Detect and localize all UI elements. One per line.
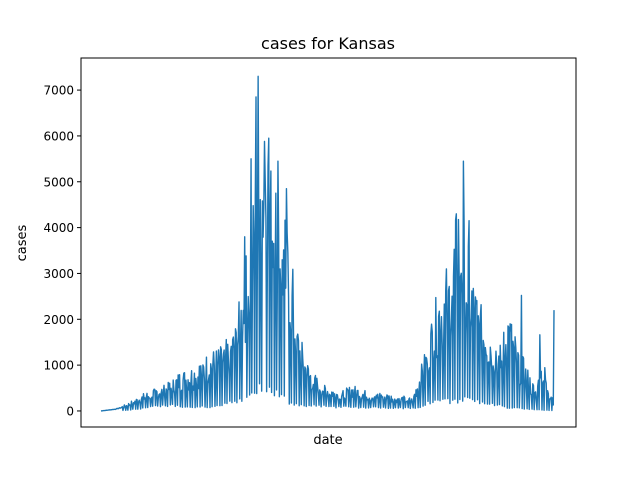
plot-area (100, 75, 555, 412)
y-axis-ticks: 0 1000 2000 3000 4000 5000 6000 7000 (43, 84, 81, 418)
y-tick-label: 3000 (43, 267, 74, 281)
x-axis-label: date (313, 433, 342, 448)
series-line-cases (100, 75, 555, 412)
y-axis-label: cases (15, 224, 30, 261)
y-tick-label: 6000 (43, 129, 74, 143)
y-tick-label: 1000 (43, 359, 74, 373)
y-tick-label: 0 (66, 404, 74, 418)
chart-title: cases for Kansas (261, 34, 395, 53)
y-tick-label: 5000 (43, 175, 74, 189)
y-tick-label: 7000 (43, 84, 74, 98)
y-tick-label: 2000 (43, 313, 74, 327)
y-tick-label: 4000 (43, 221, 74, 235)
axes-frame (80, 57, 577, 428)
